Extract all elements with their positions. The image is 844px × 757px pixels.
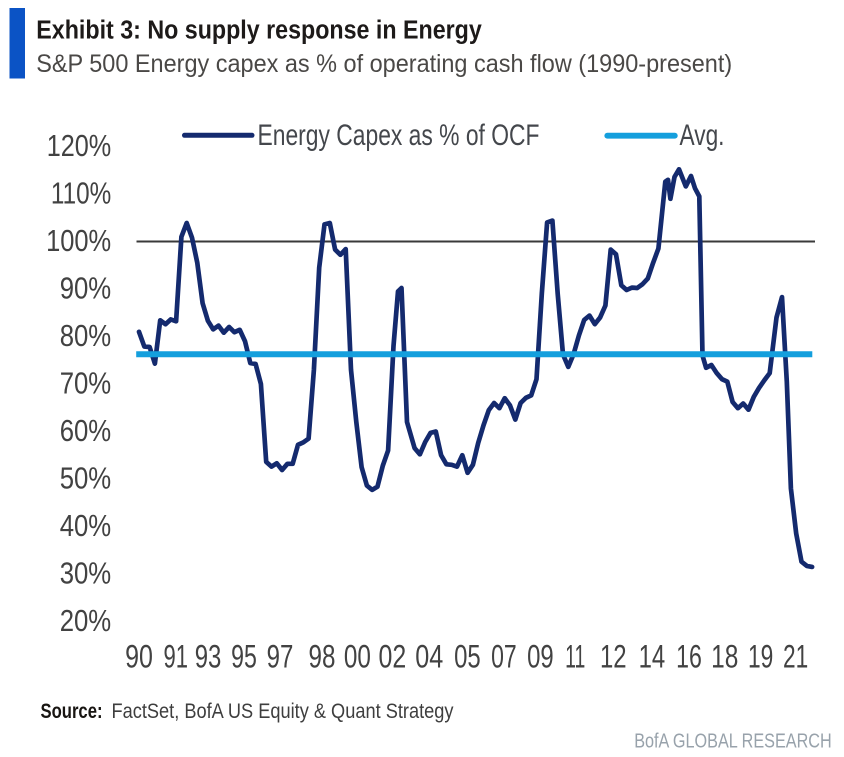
svg-text:97: 97 <box>267 638 294 674</box>
svg-text:02: 02 <box>379 638 407 674</box>
svg-text:12: 12 <box>600 638 627 674</box>
svg-text:S&P 500 Energy capex as % of o: S&P 500 Energy capex as % of operating c… <box>36 50 732 78</box>
svg-text:Avg.: Avg. <box>680 119 725 152</box>
svg-text:04: 04 <box>415 638 443 674</box>
svg-text:93: 93 <box>195 638 222 674</box>
svg-text:FactSet, BofA US Equity & Quan: FactSet, BofA US Equity & Quant Strategy <box>112 700 454 723</box>
svg-text:110%: 110% <box>51 175 111 210</box>
svg-text:91: 91 <box>164 638 189 674</box>
svg-text:Exhibit 3: No supply response: Exhibit 3: No supply response in Energy <box>36 17 482 45</box>
svg-text:Source:: Source: <box>41 700 103 723</box>
svg-text:98: 98 <box>309 638 336 674</box>
svg-text:BofA GLOBAL RESEARCH: BofA GLOBAL RESEARCH <box>634 731 832 753</box>
svg-text:11: 11 <box>565 638 585 674</box>
svg-text:95: 95 <box>231 638 257 674</box>
svg-text:Energy Capex as % of OCF: Energy Capex as % of OCF <box>258 119 540 152</box>
svg-text:19: 19 <box>748 638 773 674</box>
svg-text:80%: 80% <box>60 318 112 353</box>
svg-text:09: 09 <box>527 638 554 674</box>
svg-text:20%: 20% <box>60 603 112 638</box>
svg-text:30%: 30% <box>60 555 112 590</box>
svg-text:14: 14 <box>639 638 666 674</box>
svg-text:100%: 100% <box>46 223 111 258</box>
svg-text:90%: 90% <box>60 270 112 305</box>
svg-text:90: 90 <box>125 638 153 674</box>
svg-text:50%: 50% <box>60 460 112 495</box>
svg-text:05: 05 <box>454 638 481 674</box>
svg-text:120%: 120% <box>47 128 112 163</box>
svg-text:40%: 40% <box>60 508 112 543</box>
svg-text:00: 00 <box>344 638 371 674</box>
svg-text:07: 07 <box>491 638 517 674</box>
svg-text:21: 21 <box>783 638 808 674</box>
svg-text:18: 18 <box>711 638 738 674</box>
svg-text:60%: 60% <box>60 413 112 448</box>
svg-text:70%: 70% <box>60 365 112 400</box>
svg-text:16: 16 <box>676 638 702 674</box>
